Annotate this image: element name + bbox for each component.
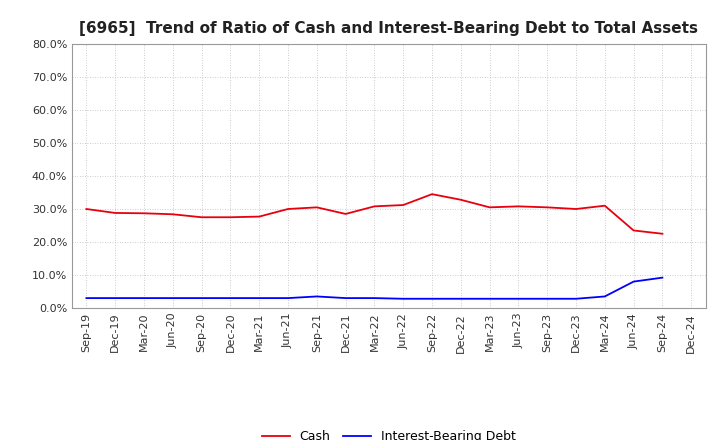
Interest-Bearing Debt	[111, 296, 120, 301]
Interest-Bearing Debt	[485, 296, 494, 301]
Legend: Cash, Interest-Bearing Debt: Cash, Interest-Bearing Debt	[257, 425, 521, 440]
Cash	[197, 215, 206, 220]
Line: Cash: Cash	[86, 194, 662, 234]
Interest-Bearing Debt	[658, 275, 667, 280]
Interest-Bearing Debt	[370, 296, 379, 301]
Cash	[514, 204, 523, 209]
Cash	[485, 205, 494, 210]
Cash	[312, 205, 321, 210]
Interest-Bearing Debt	[226, 296, 235, 301]
Interest-Bearing Debt	[428, 296, 436, 301]
Cash	[111, 210, 120, 216]
Interest-Bearing Debt	[341, 296, 350, 301]
Interest-Bearing Debt	[312, 294, 321, 299]
Interest-Bearing Debt	[140, 296, 148, 301]
Cash	[658, 231, 667, 236]
Title: [6965]  Trend of Ratio of Cash and Interest-Bearing Debt to Total Assets: [6965] Trend of Ratio of Cash and Intere…	[79, 21, 698, 36]
Cash	[428, 191, 436, 197]
Interest-Bearing Debt	[629, 279, 638, 284]
Interest-Bearing Debt	[600, 294, 609, 299]
Cash	[629, 228, 638, 233]
Interest-Bearing Debt	[456, 296, 465, 301]
Cash	[543, 205, 552, 210]
Interest-Bearing Debt	[572, 296, 580, 301]
Cash	[399, 202, 408, 208]
Interest-Bearing Debt	[82, 296, 91, 301]
Interest-Bearing Debt	[284, 296, 292, 301]
Interest-Bearing Debt	[399, 296, 408, 301]
Interest-Bearing Debt	[255, 296, 264, 301]
Interest-Bearing Debt	[543, 296, 552, 301]
Cash	[168, 212, 177, 217]
Cash	[600, 203, 609, 209]
Cash	[572, 206, 580, 212]
Cash	[456, 197, 465, 202]
Cash	[140, 211, 148, 216]
Interest-Bearing Debt	[168, 296, 177, 301]
Line: Interest-Bearing Debt: Interest-Bearing Debt	[86, 278, 662, 299]
Interest-Bearing Debt	[514, 296, 523, 301]
Cash	[341, 211, 350, 216]
Cash	[284, 206, 292, 212]
Cash	[82, 206, 91, 212]
Cash	[370, 204, 379, 209]
Cash	[255, 214, 264, 219]
Interest-Bearing Debt	[197, 296, 206, 301]
Cash	[226, 215, 235, 220]
